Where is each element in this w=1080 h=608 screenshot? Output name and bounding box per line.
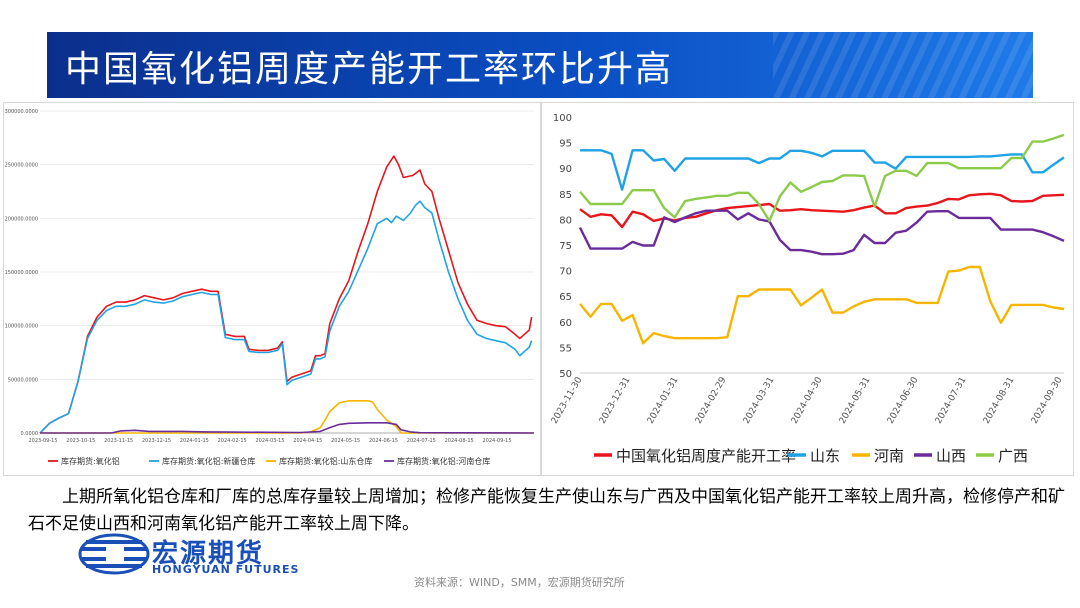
x-tick-label: 2024-03-15 (255, 438, 284, 444)
y-tick-label: 300000.0000 (5, 109, 38, 115)
company-name-cn: 宏源期货 (152, 539, 265, 569)
x-tick-label: 2024-05-31 (838, 376, 873, 426)
x-tick-label: 2023-11-30 (550, 375, 585, 426)
inventory-chart-panel: 0.0000 50000.0000 100000.0000 150000.0000 20… (3, 102, 541, 476)
legend-label: 山东 (810, 447, 840, 465)
legend-item: 库存期货:氧化铝 (48, 456, 120, 466)
legend-label: 广西 (998, 447, 1028, 465)
legend-label: 库存期货:氧化铝:河南仓库 (397, 456, 490, 466)
series-line (39, 200, 533, 434)
x-tick-label: 2024-03-31 (742, 376, 777, 426)
x-tick-label: 2024-01-15 (180, 438, 209, 444)
utilization-chart: 50 55 60 65 70 75 80 85 90 95 100 2023-11-30 2023-12… (550, 113, 1065, 465)
y-tick-label: 200000.0000 (5, 216, 38, 222)
x-tick-label: 2024-07-31 (934, 376, 969, 426)
legend-item: 库存期货:氧化铝:山东仓库 (266, 456, 372, 466)
data-source-note: 资料来源：WIND，SMM，宏源期货研究所 (414, 576, 625, 589)
x-tick-label: 2024-06-30 (886, 375, 921, 426)
x-tick-label: 2024-04-30 (790, 375, 825, 426)
legend-item: 山东 (788, 447, 840, 465)
title-decoration (773, 32, 1033, 98)
legend-label: 库存期货:氧化铝 (61, 456, 120, 466)
series-line (40, 422, 535, 434)
legend-label: 库存期货:氧化铝:新疆仓库 (162, 456, 255, 466)
x-tick-label: 2023-12-15 (142, 438, 171, 444)
legend-item: 广西 (976, 447, 1028, 465)
y-tick-label: 60 (559, 318, 572, 329)
y-tick-label: 50 (559, 369, 572, 380)
y-tick-label: 85 (559, 190, 572, 201)
x-tick-label: 2024-01-31 (646, 376, 681, 426)
legend-item: 河南 (852, 447, 904, 465)
y-tick-label: 75 (559, 241, 572, 252)
description-text: 上期所氧化铝仓库和厂库的总库存量较上周增加；检修产能恢复生产使山东与广西及中国氧… (28, 487, 1065, 534)
x-tick-label: 2024-09-30 (1030, 375, 1065, 426)
x-tick-label: 2024-07-15 (407, 438, 436, 444)
utilization-chart-panel: 50 55 60 65 70 75 80 85 90 95 100 2023-11-30 2023-12… (541, 102, 1074, 476)
x-tick-label: 2024-08-31 (982, 376, 1017, 426)
legend-item: 库存期货:氧化铝:新疆仓库 (149, 456, 255, 466)
legend-label: 山西 (936, 447, 966, 465)
legend-label: 库存期货:氧化铝:山东仓库 (279, 456, 372, 466)
y-tick-label: 90 (559, 164, 572, 175)
x-tick-label: 2024-09-15 (482, 438, 511, 444)
y-tick-label: 80 (559, 215, 572, 226)
series-line (580, 149, 1065, 191)
y-tick-label: 0.0000 (21, 431, 39, 437)
series-line (579, 192, 1065, 229)
y-tick-label: 150000.0000 (5, 270, 38, 276)
x-tick-label: 2024-02-15 (218, 438, 247, 444)
x-tick-label: 2023-10-15 (66, 438, 95, 444)
legend-label: 中国氧化铝周度产能开工率 (616, 447, 796, 465)
company-logo-icon (78, 533, 150, 575)
legend-item: 库存期货:氧化铝:河南仓库 (384, 456, 490, 466)
x-tick-label: 2023-11-15 (104, 438, 133, 444)
legend-item: 山西 (914, 447, 966, 465)
y-tick-label: 65 (559, 292, 572, 303)
series-line (579, 265, 1065, 345)
x-tick-label: 2024-02-29 (694, 375, 729, 426)
y-tick-label: 55 (559, 343, 572, 354)
x-tick-label: 2024-06-15 (369, 438, 398, 444)
x-tick-label: 2023-12-31 (598, 376, 633, 426)
x-tick-label: 2024-08-15 (445, 438, 474, 444)
legend-item: 中国氧化铝周度产能开工率 (594, 447, 796, 465)
y-tick-label: 50000.0000 (8, 377, 38, 383)
y-tick-label: 100 (553, 113, 572, 124)
series-line (40, 400, 534, 434)
series-line (39, 155, 533, 434)
y-tick-label: 100000.0000 (5, 324, 38, 330)
title-bar: 中国氧化铝周度产能开工率环比升高 (47, 32, 1033, 98)
y-tick-label: 95 (559, 139, 572, 150)
page-title: 中国氧化铝周度产能开工率环比升高 (65, 49, 674, 90)
x-tick-label: 2023-09-15 (28, 438, 57, 444)
inventory-chart: 0.0000 50000.0000 100000.0000 150000.0000 20… (5, 109, 535, 466)
series-line (579, 133, 1065, 223)
y-tick-label: 250000.0000 (5, 163, 38, 169)
series-line (578, 209, 1065, 256)
company-name-en: HONGYUAN FUTURES (152, 563, 300, 576)
legend-label: 河南 (874, 447, 904, 465)
y-tick-label: 70 (559, 267, 572, 278)
x-tick-label: 2024-05-15 (331, 438, 360, 444)
x-tick-label: 2024-04-15 (293, 438, 322, 444)
